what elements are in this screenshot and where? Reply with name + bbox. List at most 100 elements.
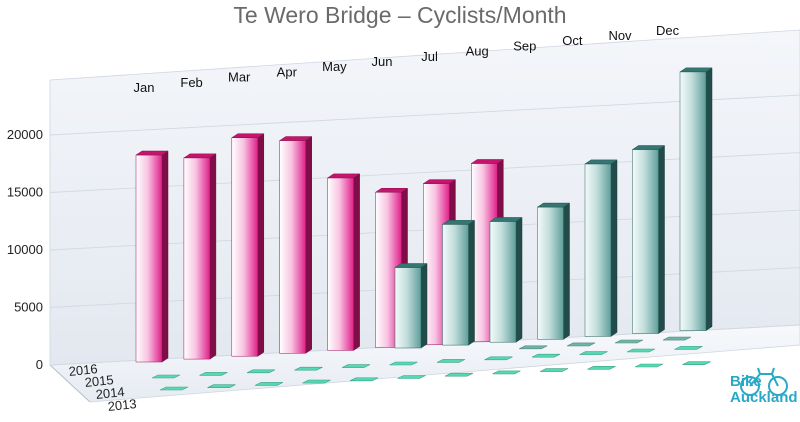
y-tick-label: 15000 <box>7 185 43 200</box>
month-label: Nov <box>608 28 632 43</box>
bar <box>584 159 618 337</box>
gridline <box>49 152 800 193</box>
bar-top <box>441 220 476 225</box>
bar <box>631 145 666 334</box>
floor-marker <box>626 348 656 353</box>
bar-side <box>658 145 665 334</box>
floor-marker <box>587 365 616 370</box>
bar-top <box>536 202 571 208</box>
floor-marker <box>389 361 418 366</box>
floor-marker <box>519 345 548 350</box>
bar-front <box>394 267 422 349</box>
bar-front <box>327 177 354 351</box>
bar-side <box>705 67 713 332</box>
bar-side <box>209 153 217 360</box>
y-tick-label: 0 <box>36 357 43 372</box>
year-label: 2016 <box>68 361 98 379</box>
year-label: 2015 <box>84 372 114 390</box>
bar-front <box>279 140 306 354</box>
bar-side <box>610 159 618 337</box>
bar-top <box>679 67 713 73</box>
bar <box>230 133 265 357</box>
month-label: Dec <box>656 23 680 38</box>
month-label: Feb <box>180 75 202 90</box>
floor-marker <box>159 386 189 391</box>
bar-side <box>563 202 570 340</box>
bar-front <box>679 71 707 331</box>
bar-front <box>584 163 612 337</box>
bar-side <box>257 133 265 357</box>
floor-marker <box>662 336 692 341</box>
bar-top <box>183 153 217 159</box>
year-label: 2014 <box>95 384 125 402</box>
month-label: Sep <box>513 38 536 53</box>
month-label: Apr <box>277 64 298 79</box>
y-tick-label: 5000 <box>14 300 43 315</box>
year-label: 2013 <box>107 396 137 414</box>
bar-front <box>183 157 211 360</box>
bar-top <box>374 188 409 193</box>
bar <box>536 202 571 340</box>
floor-marker <box>349 377 379 382</box>
floor-marker <box>492 370 521 375</box>
bar-front <box>442 224 469 346</box>
floor-marker <box>682 361 711 366</box>
bar-top <box>584 159 618 165</box>
bar-top <box>230 133 265 138</box>
floor-marker <box>199 372 228 376</box>
bar-side <box>420 263 428 349</box>
floor-marker <box>341 364 371 368</box>
chart-floor-front-edge <box>49 364 91 403</box>
bar-front <box>489 221 517 343</box>
bar-side <box>353 173 360 351</box>
bar-front <box>231 137 259 357</box>
floor-marker <box>614 339 644 344</box>
month-label: May <box>322 59 347 74</box>
bar-side <box>515 216 523 343</box>
bar-top <box>278 136 313 141</box>
month-label: Jun <box>372 54 393 69</box>
bar-side <box>161 150 169 363</box>
bar-top <box>489 217 523 222</box>
floor-marker <box>566 342 596 347</box>
bar <box>278 136 313 354</box>
bar <box>441 219 476 346</box>
floor-marker <box>246 369 276 374</box>
bar <box>394 263 428 349</box>
bicycle-icon <box>740 367 788 396</box>
floor-marker <box>484 356 513 361</box>
month-labels: Jan Feb Mar Apr May Jun Jul Aug Sep Oct Nov Dec <box>134 23 680 95</box>
bar-top <box>135 150 169 156</box>
floor-marker <box>254 382 284 386</box>
y-tick-label: 20000 <box>7 127 43 142</box>
floor-marker <box>539 368 569 372</box>
bar-side <box>305 136 312 354</box>
month-label: Jul <box>421 49 438 64</box>
gridline <box>49 94 800 136</box>
chart-title: Te Wero Bridge – Cyclists/Month <box>233 2 567 28</box>
bar <box>489 216 523 343</box>
bar <box>326 173 361 351</box>
bar-front <box>135 154 163 363</box>
bar-top <box>631 145 666 150</box>
floor-marker <box>436 359 466 363</box>
y-axis: 0 5000 10000 15000 20000 <box>7 127 43 372</box>
floor-marker <box>444 372 474 377</box>
floor-marker <box>302 379 331 384</box>
bike-auckland-logo: Bike Auckland <box>728 356 798 416</box>
month-label: Mar <box>228 70 251 85</box>
floor-marker <box>207 384 236 389</box>
bars <box>135 67 713 391</box>
y-tick-label: 10000 <box>7 242 43 257</box>
bar-front <box>632 149 659 334</box>
bar-front <box>537 206 564 340</box>
bar-top <box>422 179 457 184</box>
floor-marker <box>397 375 426 379</box>
month-label: Aug <box>466 44 489 59</box>
bar-top <box>394 263 428 268</box>
bar <box>183 153 217 360</box>
floor-marker <box>634 363 664 368</box>
floor-marker <box>151 374 181 379</box>
